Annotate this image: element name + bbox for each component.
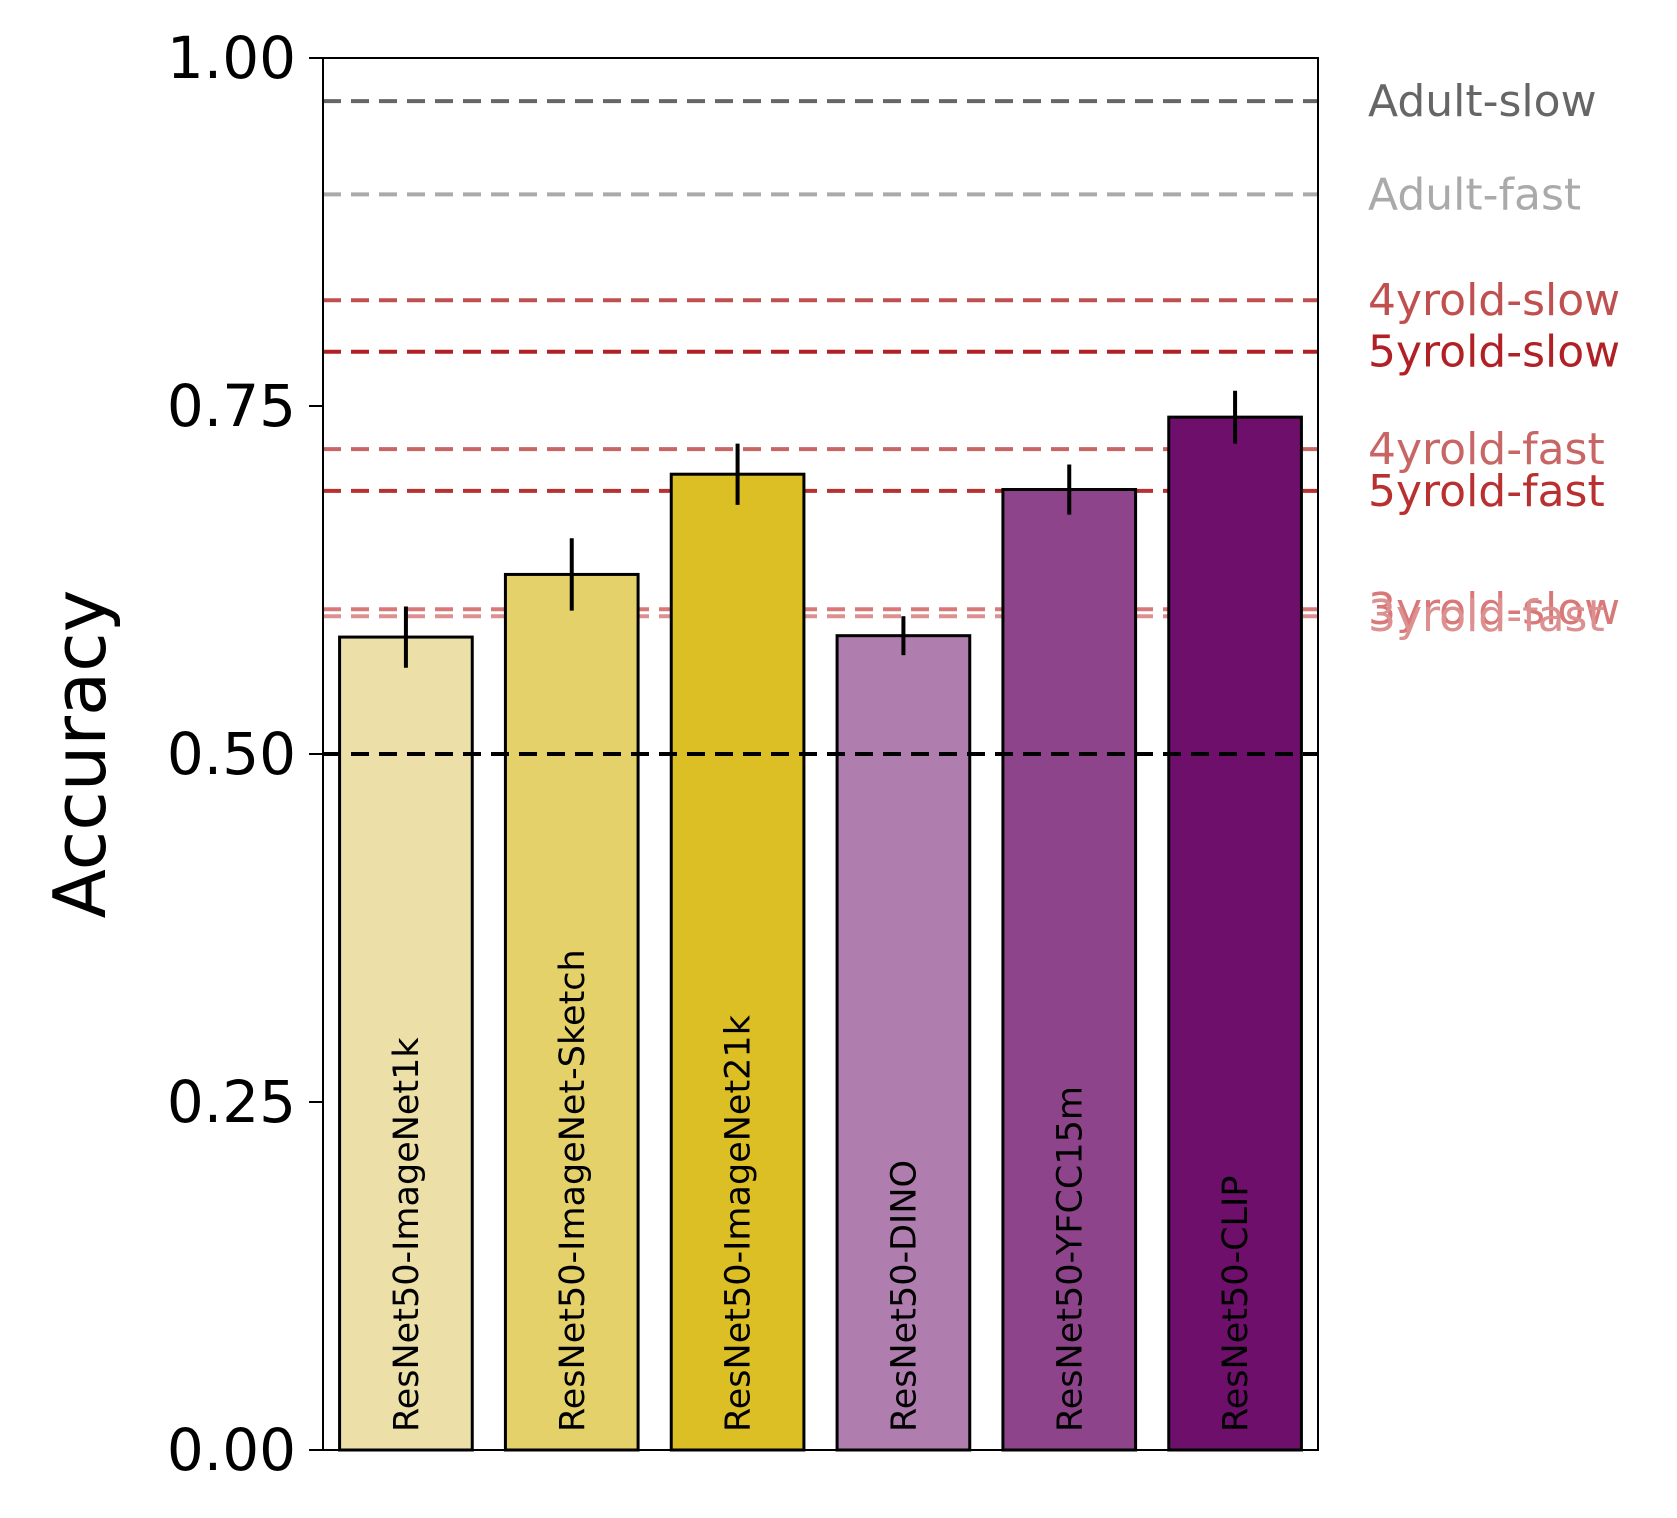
reference-line-label: 4yrold-slow (1368, 275, 1620, 326)
y-axis-label: Accuracy (38, 590, 122, 919)
bar (835, 634, 972, 1452)
bar-label: ResNet50-ImageNet1k (387, 1037, 427, 1432)
bar (1167, 415, 1303, 1452)
bar-labels: ResNet50-ImageNet1k ResNet50-ImageNet-Ske… (387, 949, 1256, 1432)
bar (669, 472, 806, 1452)
bar-label: ResNet50-ImageNet21k (719, 1014, 759, 1432)
y-tick-label: 0.50 (167, 720, 296, 788)
reference-line-labels: Adult-slow Adult-fast 4yrold-slow5yrold-sl… (1368, 76, 1620, 642)
reference-line-label: Adult-slow (1368, 76, 1597, 127)
bar-label: ResNet50-CLIP (1216, 1176, 1256, 1432)
y-tick-label: 0.25 (167, 1068, 296, 1136)
reference-line-label: 3yrold-slow (1368, 584, 1620, 635)
reference-lines (323, 99, 1318, 619)
y-tick-label: 0.75 (167, 372, 296, 440)
bar-label: ResNet50-DINO (884, 1160, 924, 1432)
reference-line-label: 5yrold-fast (1368, 466, 1605, 517)
bars (338, 415, 1303, 1452)
bar-label: ResNet50-YFCC15m (1050, 1086, 1090, 1432)
y-tick-label: 0.00 (167, 1416, 296, 1484)
y-axis: 0.00 0.25 0.50 0.75 1.00 (167, 24, 323, 1484)
reference-line-label: 3yrold-fast (1368, 591, 1605, 642)
reference-line-label: 5yrold-slow (1368, 327, 1620, 378)
reference-line-label: 4yrold-fast (1368, 424, 1605, 475)
error-bars (403, 390, 1238, 668)
reference-line-label: Adult-fast (1368, 169, 1581, 220)
bar-label: ResNet50-ImageNet-Sketch (553, 949, 593, 1432)
bar (338, 635, 474, 1452)
y-tick-label: 1.00 (167, 24, 296, 92)
bar (1001, 488, 1138, 1452)
